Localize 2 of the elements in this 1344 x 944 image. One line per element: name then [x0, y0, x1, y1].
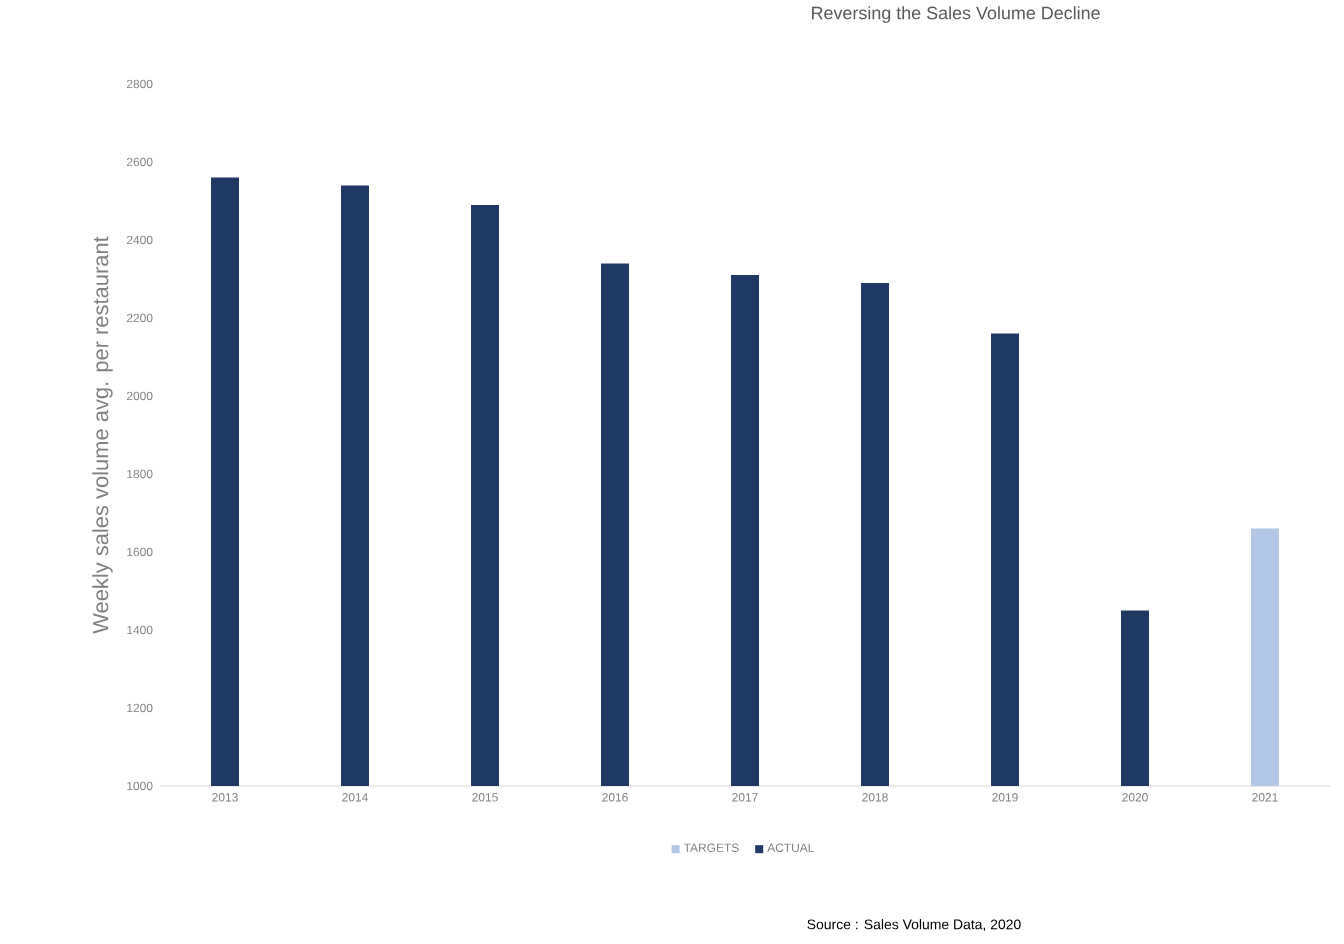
- y-axis-title: Weekly sales volume avg. per restaurant: [92, 236, 113, 634]
- chart-title: Reversing the Sales Volume Decline: [812, 6, 1100, 23]
